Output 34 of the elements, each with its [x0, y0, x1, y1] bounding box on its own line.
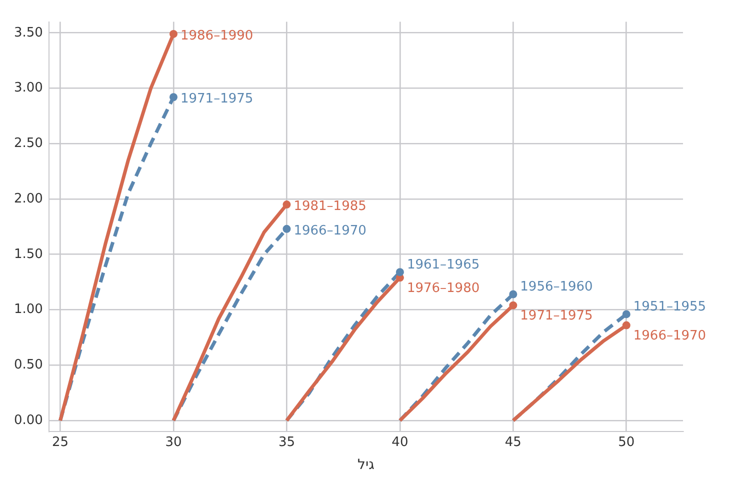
point	[282, 200, 291, 209]
y-tick-label: 0.00	[14, 412, 43, 428]
series-label: 1971–1975	[520, 308, 593, 324]
point	[622, 321, 630, 330]
point	[509, 290, 518, 298]
point	[169, 93, 178, 102]
series-label: 1981–1985	[294, 198, 366, 214]
x-tick-label: 30	[165, 434, 182, 450]
series-label: 1966–1970	[633, 328, 706, 344]
series-label: 1956–1960	[520, 280, 593, 295]
point	[509, 301, 518, 310]
series-label: 1966–1970	[294, 223, 366, 238]
point	[622, 310, 630, 318]
x-axis-title: גיל	[358, 457, 375, 474]
y-tick-label: 2.00	[14, 191, 43, 206]
series-label: 1951–1955	[633, 300, 706, 315]
series-label: 1986–1990	[180, 28, 254, 44]
x-tick-label: 35	[278, 434, 295, 450]
series-label: 1971–1975	[180, 91, 254, 106]
x-tick-label: 50	[618, 434, 635, 450]
y-tick-label: 1.50	[14, 246, 43, 262]
y-tick-label: 3.00	[14, 80, 43, 96]
x-tick-label: 40	[392, 434, 408, 450]
point	[396, 268, 404, 276]
y-tick-label: 0.50	[14, 358, 43, 373]
point	[169, 30, 178, 38]
y-tick-label: 3.50	[14, 25, 43, 40]
x-tick-label: 45	[504, 434, 522, 450]
series-label: 1961–1965	[406, 257, 480, 272]
series-label: 1976–1980	[406, 281, 480, 296]
point	[282, 224, 291, 233]
y-tick-label: 2.50	[14, 136, 43, 152]
y-tick-label: 1.00	[14, 302, 43, 318]
x-tick-label: 25	[52, 434, 69, 450]
